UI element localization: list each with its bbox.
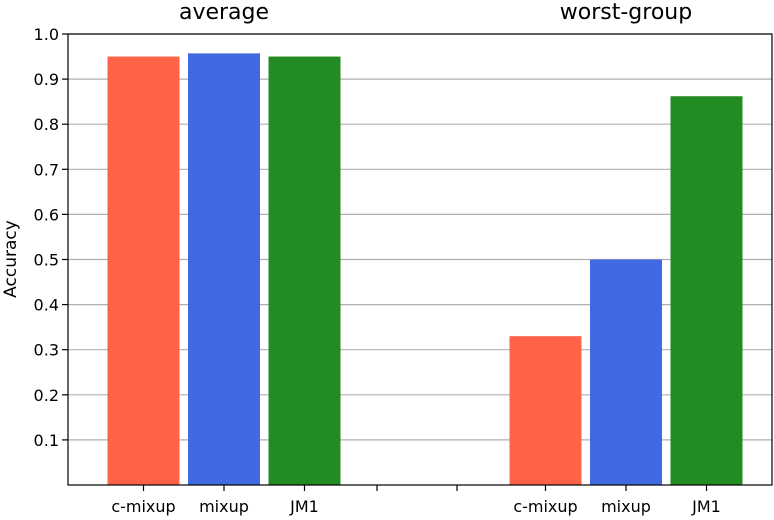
y-axis-ticks: 0.1 0.2 0.3 0.4 0.5 0.6 0.7 0.8 0.9 1.0	[34, 25, 68, 450]
y-tick-label: 0.5	[34, 251, 59, 270]
bar-worst-group-mixup	[590, 259, 662, 485]
x-tick-label: JM1	[691, 497, 721, 516]
y-tick-label: 1.0	[34, 25, 59, 44]
bar-average-mixup	[188, 53, 260, 485]
x-tick-label: c-mixup	[111, 497, 175, 516]
y-tick-label: 0.7	[34, 160, 59, 179]
y-tick-label: 0.4	[34, 296, 59, 315]
x-axis-ticks: c-mixup mixup JM1 c-mixup mixup JM1	[111, 485, 721, 516]
y-tick-label: 0.6	[34, 205, 59, 224]
bar-worst-group-c-mixup	[509, 336, 582, 485]
y-axis-label: Accuracy	[1, 220, 21, 298]
y-tick-label: 0.9	[34, 70, 59, 89]
group-label-worst-group: worst-group	[560, 0, 692, 25]
x-tick-label: c-mixup	[513, 497, 577, 516]
y-tick-label: 0.2	[34, 386, 59, 405]
y-tick-label: 0.1	[34, 431, 59, 450]
bar-worst-group-JM1	[670, 96, 743, 485]
bars	[107, 53, 743, 486]
x-tick-label: JM1	[289, 497, 319, 516]
group-labels: average worst-group	[179, 0, 692, 25]
y-tick-label: 0.8	[34, 115, 59, 134]
bar-average-c-mixup	[107, 56, 180, 486]
x-tick-label: mixup	[601, 497, 651, 516]
x-tick-label: mixup	[199, 497, 249, 516]
bar-average-JM1	[268, 56, 341, 486]
y-tick-label: 0.3	[34, 341, 59, 360]
group-label-average: average	[179, 0, 269, 25]
